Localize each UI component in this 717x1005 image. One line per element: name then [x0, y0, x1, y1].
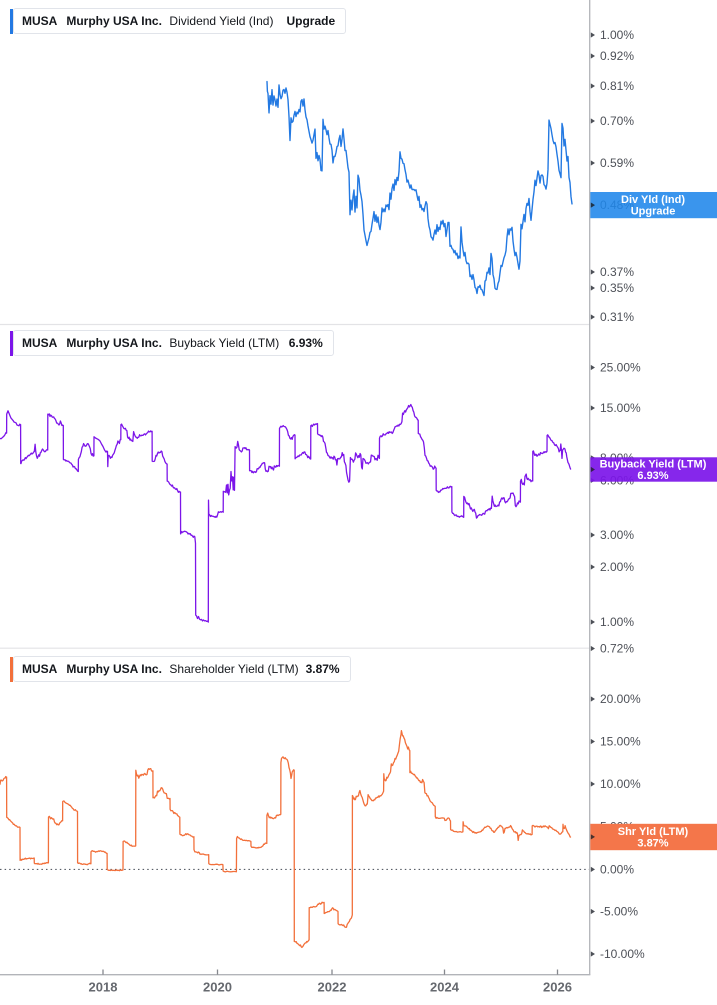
- svg-text:3.87%: 3.87%: [637, 838, 668, 850]
- svg-text:15.00%: 15.00%: [600, 735, 641, 749]
- svg-text:1.00%: 1.00%: [600, 28, 634, 42]
- svg-text:2026: 2026: [543, 980, 572, 995]
- svg-text:10.00%: 10.00%: [600, 777, 641, 791]
- svg-text:-10.00%: -10.00%: [600, 947, 645, 961]
- svg-text:0.70%: 0.70%: [600, 114, 634, 128]
- svg-text:Shr Yld (LTM): Shr Yld (LTM): [618, 826, 689, 838]
- svg-text:0.92%: 0.92%: [600, 49, 634, 63]
- svg-text:-5.00%: -5.00%: [600, 905, 638, 919]
- svg-text:0.81%: 0.81%: [600, 79, 634, 93]
- svg-text:0.72%: 0.72%: [600, 642, 634, 656]
- svg-text:0.37%: 0.37%: [600, 265, 634, 279]
- svg-text:20.00%: 20.00%: [600, 692, 641, 706]
- svg-text:2020: 2020: [203, 980, 232, 995]
- svg-text:Div Yld (Ind): Div Yld (Ind): [621, 194, 685, 206]
- svg-text:0.35%: 0.35%: [600, 281, 634, 295]
- svg-text:0.59%: 0.59%: [600, 156, 634, 170]
- svg-text:2018: 2018: [89, 980, 118, 995]
- svg-text:3.00%: 3.00%: [600, 528, 634, 542]
- svg-text:Upgrade: Upgrade: [631, 206, 676, 218]
- svg-text:6.93%: 6.93%: [637, 470, 668, 482]
- svg-text:15.00%: 15.00%: [600, 401, 641, 415]
- svg-text:2024: 2024: [430, 980, 460, 995]
- svg-text:Buyback Yield (LTM): Buyback Yield (LTM): [600, 458, 707, 470]
- svg-text:0.31%: 0.31%: [600, 310, 634, 324]
- svg-text:2022: 2022: [318, 980, 347, 995]
- svg-text:1.00%: 1.00%: [600, 615, 634, 629]
- svg-text:2.00%: 2.00%: [600, 560, 634, 574]
- svg-text:0.00%: 0.00%: [600, 863, 634, 877]
- svg-text:25.00%: 25.00%: [600, 361, 641, 375]
